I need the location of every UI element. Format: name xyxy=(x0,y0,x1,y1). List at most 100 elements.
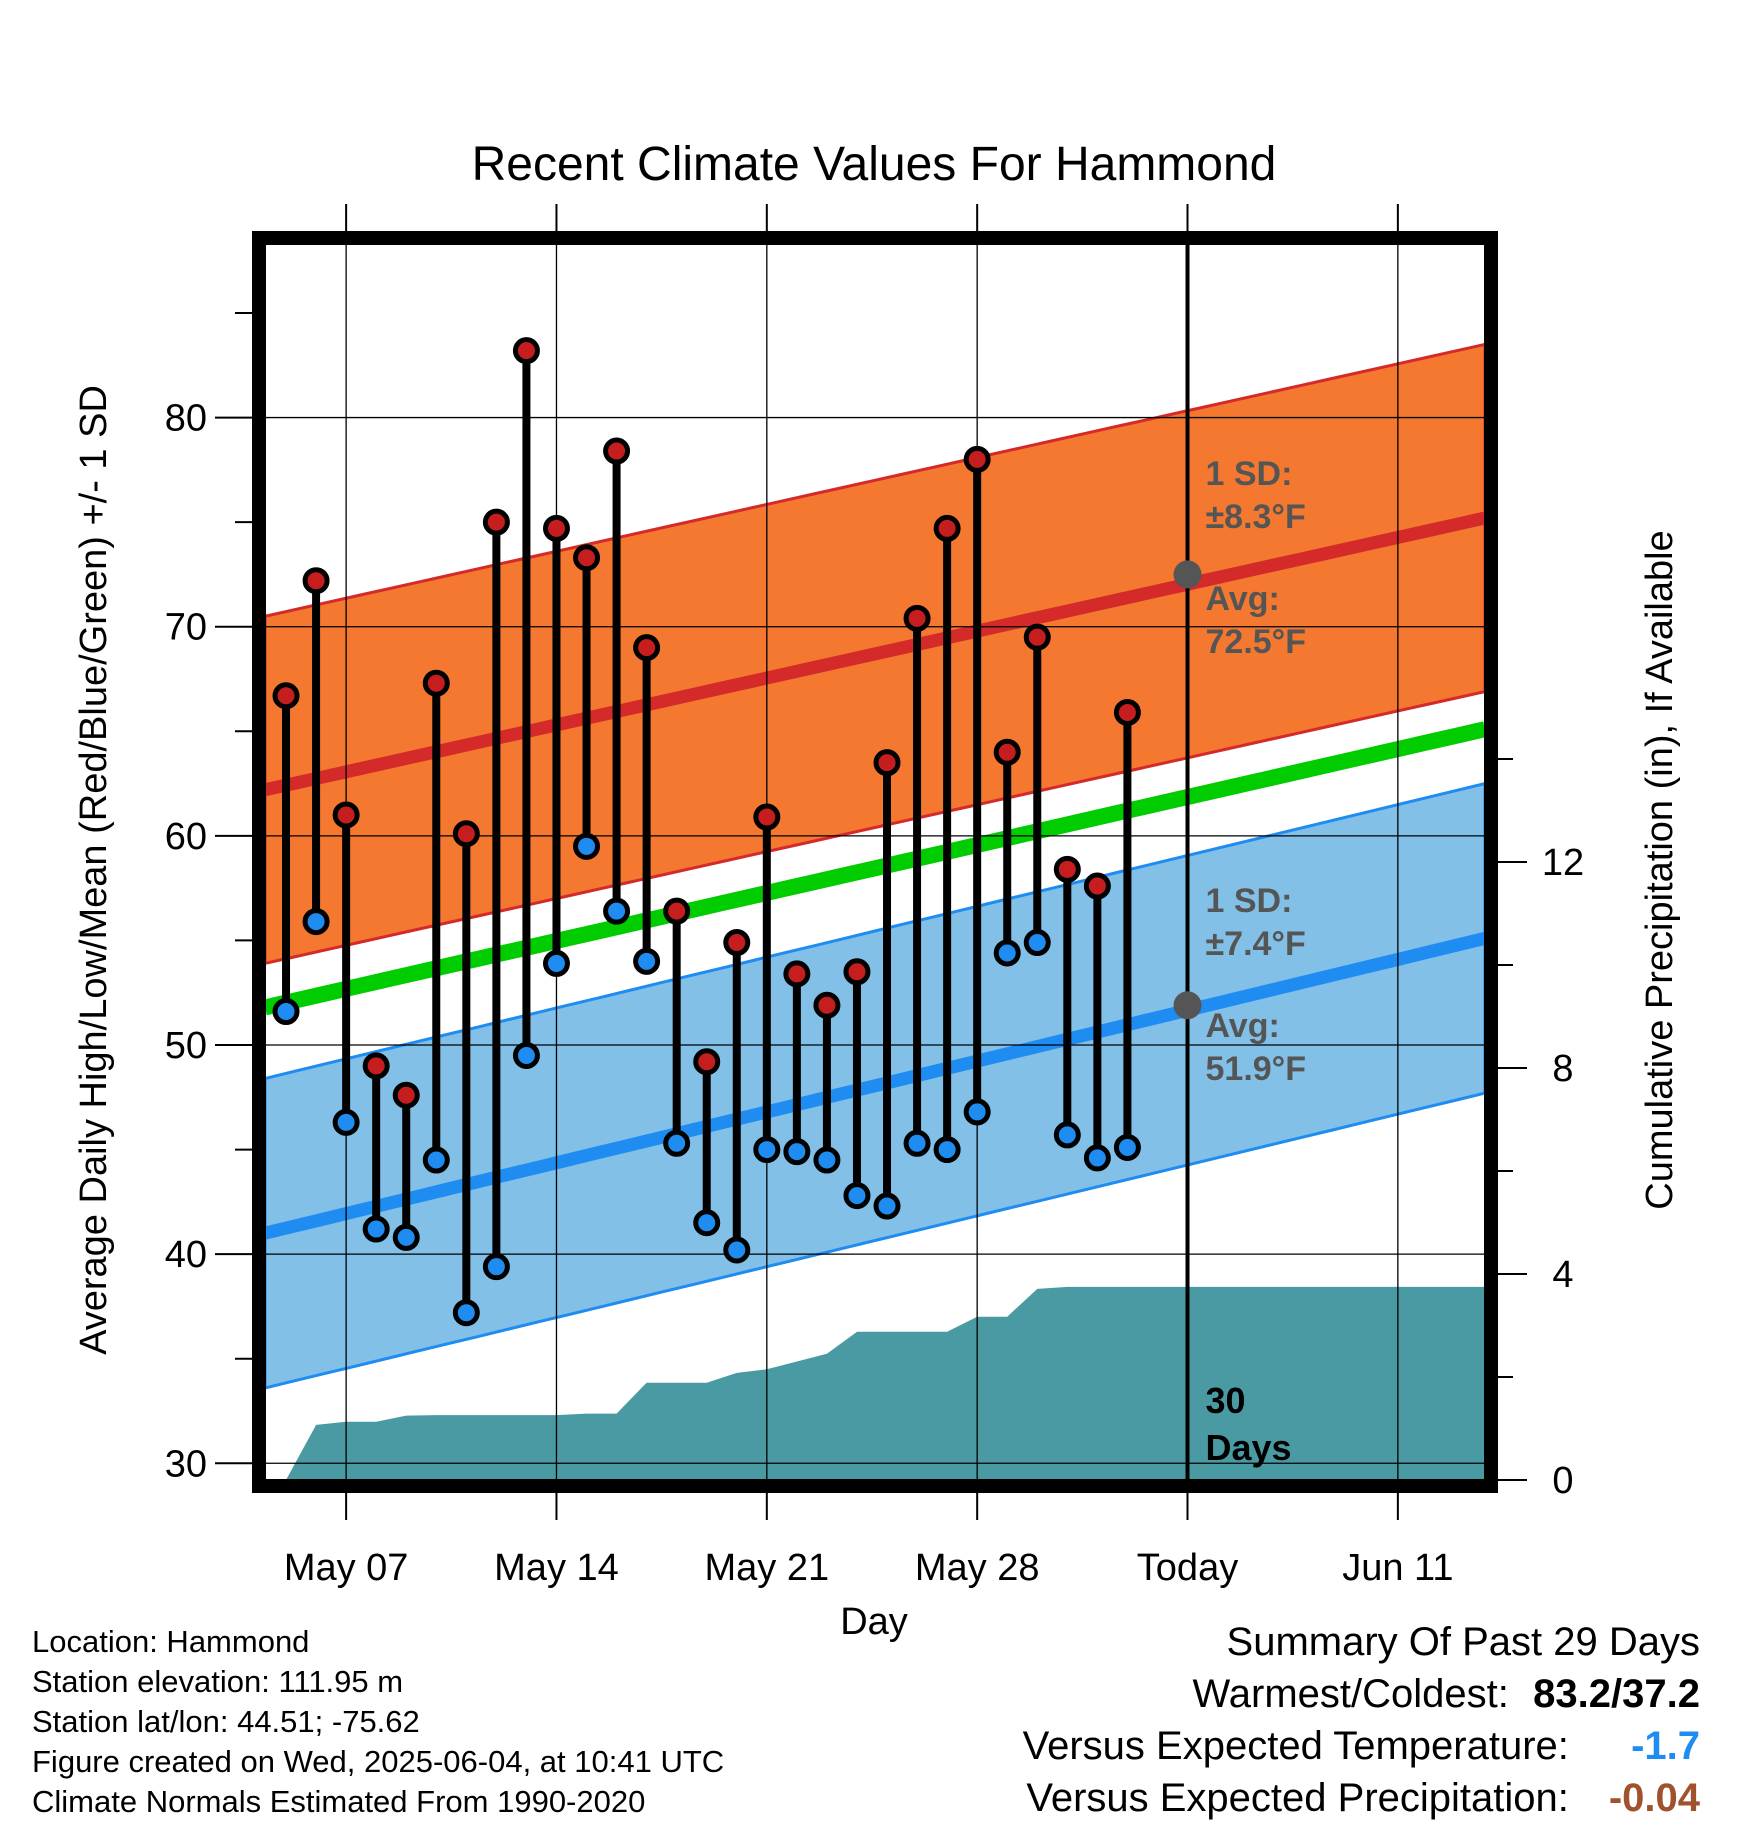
low-point xyxy=(512,1041,540,1069)
low-point xyxy=(693,1209,721,1237)
y2-tick-label: 0 xyxy=(1552,1460,1573,1502)
x-tick-label: Jun 11 xyxy=(1342,1547,1453,1589)
high-point xyxy=(392,1081,420,1109)
temp-anomaly-value: -1.7 xyxy=(1631,1724,1700,1768)
high-point xyxy=(873,749,901,777)
low-point xyxy=(603,897,631,925)
low-point xyxy=(1083,1144,1111,1172)
high-point xyxy=(272,682,300,710)
low-point xyxy=(993,939,1021,967)
low-point xyxy=(933,1136,961,1164)
warm-cold-label: Warmest/Coldest: xyxy=(1192,1672,1509,1716)
y-tick-label: 80 xyxy=(165,398,207,440)
precip-anomaly-value: -0.04 xyxy=(1608,1776,1700,1820)
days-unit-label: Days xyxy=(1206,1427,1292,1468)
low-point xyxy=(753,1136,781,1164)
location-text: Location: Hammond xyxy=(32,1624,310,1659)
high-point xyxy=(693,1048,721,1076)
y2-tick-label: 8 xyxy=(1552,1048,1573,1090)
low-point xyxy=(422,1146,450,1174)
low-point xyxy=(843,1182,871,1210)
y-tick-label: 60 xyxy=(165,816,207,858)
y2-axis-label: Cumulative Precipitation (in), If Availa… xyxy=(1639,530,1681,1209)
low-point xyxy=(452,1299,480,1327)
x-tick-label: May 28 xyxy=(915,1547,1040,1589)
high-point xyxy=(573,544,601,572)
y-tick-label: 50 xyxy=(165,1025,207,1067)
high-avg-label: Avg: xyxy=(1206,580,1280,618)
low-point xyxy=(633,947,661,975)
high-point xyxy=(1053,855,1081,883)
high-sd-label: 1 SD: xyxy=(1206,455,1293,493)
high-avg-line xyxy=(265,511,1485,797)
y-tick-label: 30 xyxy=(165,1443,207,1485)
low-point xyxy=(903,1129,931,1157)
low-point xyxy=(1113,1133,1141,1161)
summary-warm-cold: Warmest/Coldest: 83.2/37.2 xyxy=(1193,1672,1701,1717)
high-point xyxy=(542,514,570,542)
plot-area: 1 SD: ±8.3°F Avg: 72.5°F 1 SD: ±7.4°F Avg: 51.9… xyxy=(265,244,1485,1480)
chart-title: Recent Climate Values For Hammond xyxy=(472,138,1277,191)
high-point xyxy=(422,669,450,697)
low-point xyxy=(663,1129,691,1157)
elevation-text: Station elevation: 111.95 m xyxy=(32,1664,404,1699)
low-point xyxy=(873,1192,901,1220)
low-avg-value: 51.9°F xyxy=(1206,1050,1307,1088)
high-point xyxy=(783,960,811,988)
low-point xyxy=(723,1236,751,1264)
y-tick-label: 70 xyxy=(165,607,207,649)
high-avg-value: 72.5°F xyxy=(1206,623,1307,661)
high-point xyxy=(963,445,991,473)
x-tick-label: May 14 xyxy=(494,1547,619,1589)
low-point xyxy=(573,832,601,860)
latlon-text: Station lat/lon: 44.51; -75.62 xyxy=(32,1704,420,1739)
today-high-avg-marker xyxy=(1173,560,1202,589)
high-point xyxy=(633,634,661,662)
temp-anomaly-label: Versus Expected Temperature: xyxy=(1022,1724,1569,1768)
high-point xyxy=(903,604,931,632)
low-point xyxy=(272,998,300,1026)
x-tick-label: Today xyxy=(1137,1547,1238,1589)
high-point xyxy=(332,801,360,829)
low-point xyxy=(392,1223,420,1251)
station-info: Location: Hammond Station elevation: 111… xyxy=(32,1622,724,1822)
summary-temp: Versus Expected Temperature: -1.7 xyxy=(1023,1724,1700,1769)
high-point xyxy=(1083,872,1111,900)
low-point xyxy=(302,908,330,936)
high-point xyxy=(362,1052,390,1080)
high-point xyxy=(933,514,961,542)
low-point xyxy=(482,1253,510,1281)
low-avg-label: Avg: xyxy=(1206,1007,1280,1045)
summary-heading: Summary Of Past 29 Days xyxy=(1226,1620,1700,1664)
precip-anomaly-label: Versus Expected Precipitation: xyxy=(1026,1776,1569,1820)
low-sd-value: ±7.4°F xyxy=(1206,925,1306,963)
days-count-label: 30 xyxy=(1206,1380,1246,1421)
today-low-avg-marker xyxy=(1173,991,1202,1020)
summary-precip: Versus Expected Precipitation: -0.04 xyxy=(1026,1776,1700,1821)
warm-cold-value: 83.2/37.2 xyxy=(1533,1672,1700,1716)
precip-area xyxy=(286,1286,1485,1480)
high-point xyxy=(452,820,480,848)
y2-tick-label: 12 xyxy=(1542,842,1584,884)
high-point xyxy=(1023,623,1051,651)
high-sd-value: ±8.3°F xyxy=(1206,498,1306,536)
high-point xyxy=(723,929,751,957)
y2-tick-label: 4 xyxy=(1552,1254,1573,1296)
plot-frame xyxy=(252,231,1498,1493)
y-tick-label: 40 xyxy=(165,1234,207,1276)
plot-content xyxy=(265,244,1485,1480)
normals-text: Climate Normals Estimated From 1990-2020 xyxy=(32,1784,646,1819)
x-axis-label: Day xyxy=(840,1601,908,1643)
high-point xyxy=(813,991,841,1019)
low-point xyxy=(1023,929,1051,957)
low-point xyxy=(963,1098,991,1126)
high-point xyxy=(603,437,631,465)
low-point xyxy=(813,1146,841,1174)
low-point xyxy=(542,949,570,977)
low-point xyxy=(783,1138,811,1166)
x-tick-label: May 07 xyxy=(284,1547,409,1589)
low-point xyxy=(332,1108,360,1136)
axes: 30 40 50 60 70 80 0 4 8 12 May 07 May 14 May 21 May 2… xyxy=(165,204,1584,1589)
low-point xyxy=(1053,1121,1081,1149)
